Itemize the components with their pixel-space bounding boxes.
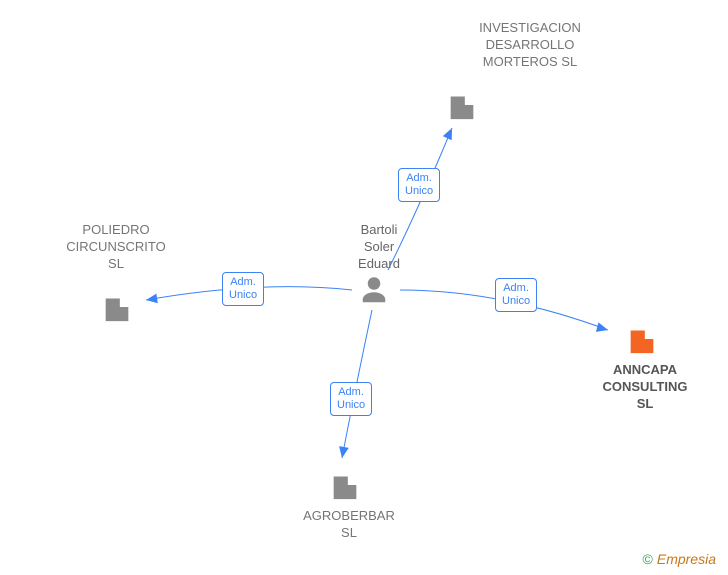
building-icon (445, 88, 479, 127)
edge-arrowhead (443, 126, 457, 140)
company-label: ANNCAPA CONSULTING SL (590, 362, 700, 413)
person-icon (359, 274, 389, 313)
edge-label: Adm. Unico (495, 278, 537, 312)
building-icon (328, 468, 362, 507)
edge-label: Adm. Unico (398, 168, 440, 202)
building-icon (100, 290, 134, 329)
company-label: INVESTIGACION DESARROLLO MORTEROS SL (460, 20, 600, 71)
edge-label: Adm. Unico (330, 382, 372, 416)
building-icon (625, 322, 659, 361)
edge-arrowhead (145, 294, 157, 305)
edge-arrowhead (596, 322, 609, 334)
copyright-symbol: © (643, 551, 653, 567)
watermark: ©Empresia (643, 551, 716, 567)
edge-label: Adm. Unico (222, 272, 264, 306)
edge-arrowhead (337, 446, 349, 459)
company-label: AGROBERBAR SL (294, 508, 404, 542)
center-person-label: Bartoli Soler Eduard (344, 222, 414, 273)
brand-name: Empresia (657, 551, 716, 567)
company-label: POLIEDRO CIRCUNSCRITO SL (56, 222, 176, 273)
